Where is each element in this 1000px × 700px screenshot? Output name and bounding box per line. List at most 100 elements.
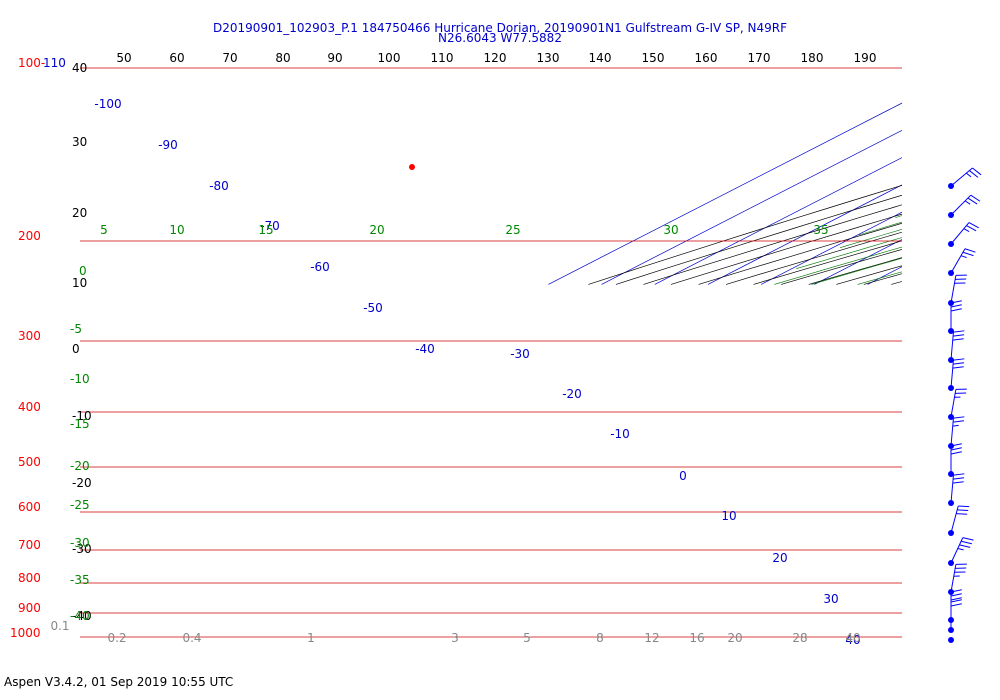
sounding-profiles — [409, 164, 415, 170]
wind-barb-staff — [950, 537, 964, 564]
mixing-ratio-label: 12 — [644, 631, 659, 645]
moist-adiabat — [917, 0, 1000, 284]
wind-barb — [948, 300, 962, 334]
dry-adiabat — [946, 0, 1000, 284]
chart-title-line2: N26.6043 W77.5882 — [438, 31, 562, 45]
wind-barb-half-flag — [957, 548, 964, 551]
moist-adiabat — [858, 221, 902, 236]
moist-adiabat-left-label: -30 — [70, 536, 90, 550]
dry-adiabat-label: 40 — [72, 61, 87, 75]
wind-barb-flag — [959, 544, 971, 548]
wind-barb-flag — [953, 473, 965, 476]
top-scale-label: 140 — [589, 51, 612, 65]
isotherm-line — [548, 102, 902, 285]
wind-barb-staff — [950, 360, 954, 389]
wind-barb — [948, 637, 954, 643]
wind-barb-half-flag — [966, 172, 972, 178]
wind-barb — [948, 388, 967, 420]
wind-barb-flag — [950, 447, 962, 451]
wind-barb — [948, 358, 965, 391]
wind-barb-station — [948, 637, 954, 643]
mixing-ratio-label: 5 — [523, 631, 531, 645]
mixing-ratio-label: 0.2 — [107, 631, 126, 645]
wind-barb-flag — [953, 416, 965, 419]
moist-adiabat-left-label: -5 — [70, 322, 82, 336]
mixing-ratio-label: 16 — [689, 631, 704, 645]
moist-adiabat-left-label: 0 — [79, 264, 87, 278]
wind-barb — [948, 505, 970, 536]
wind-barb — [948, 222, 979, 247]
wind-barb — [948, 473, 965, 506]
top-scale-label: 80 — [275, 51, 290, 65]
wind-barb-flag — [952, 481, 964, 484]
moist-adiabat-left-label: -35 — [70, 573, 90, 587]
moist-adiabat-label: 10 — [169, 223, 184, 237]
wind-barb-flag — [962, 251, 974, 257]
moist-adiabat — [895, 215, 902, 218]
dry-adiabat — [643, 204, 902, 285]
wind-barb-half-flag — [963, 228, 970, 232]
wind-barb-flag — [968, 222, 979, 229]
mixing-ratio-label: 8 — [596, 631, 604, 645]
isotherm-line — [921, 0, 1000, 284]
top-scale-label: 190 — [854, 51, 877, 65]
wind-barb-flag — [950, 593, 962, 597]
pressure-label: 500 — [18, 455, 41, 469]
dry-adiabat — [919, 0, 1000, 284]
wind-barb-flag — [950, 603, 962, 607]
isotherm-label: 30 — [823, 592, 838, 606]
wind-barb-staff — [950, 167, 973, 187]
dry-adiabat-label: -40 — [72, 609, 92, 623]
wind-barb-flag — [972, 167, 982, 176]
moist-adiabat-left-label: -25 — [70, 498, 90, 512]
wind-barb — [948, 563, 967, 595]
wind-barb-staff — [950, 248, 966, 274]
isotherm-line — [974, 0, 1000, 284]
isotherm-label: -90 — [158, 138, 178, 152]
isotherm-label: -80 — [209, 179, 229, 193]
wind-barb-flag — [953, 334, 965, 337]
dry-adiabat — [698, 222, 902, 285]
isotherm-label: -50 — [363, 301, 383, 315]
moist-adiabat — [941, 0, 1000, 192]
wind-barb — [948, 443, 962, 477]
wind-barb-flag — [956, 513, 968, 515]
isotherm-label: 20 — [772, 551, 787, 565]
top-scale-label: 150 — [642, 51, 665, 65]
isotherm-line — [761, 211, 902, 285]
isotherm-label: 0 — [679, 469, 687, 483]
pressure-label: 300 — [18, 329, 41, 343]
mixing-ratio-label: 3 — [451, 631, 459, 645]
pressure-label: 800 — [18, 571, 41, 585]
mixing-ratio-label: 0.4 — [182, 631, 201, 645]
wind-barb-flag — [950, 300, 962, 304]
wind-barb-flag — [950, 589, 962, 593]
dry-adiabat — [781, 248, 902, 285]
pressure-label: 600 — [18, 500, 41, 514]
wind-barb-staff — [950, 564, 957, 593]
wind-barb-flag — [950, 443, 962, 447]
moist-adiabat-left-label: -15 — [70, 417, 90, 431]
wind-barb-staff — [950, 222, 970, 245]
dry-adiabat-label: -20 — [72, 476, 92, 490]
wind-barb-flag — [953, 330, 965, 333]
moist-adiabat-label: 5 — [100, 223, 108, 237]
wind-barb-staff — [950, 332, 954, 361]
top-scale-label: 130 — [537, 51, 560, 65]
top-scale-label: 100 — [378, 51, 401, 65]
mixing-ratio-label: 20 — [727, 631, 742, 645]
dry-adiabat-label: -10 — [72, 409, 92, 423]
isotherm-label: -30 — [510, 347, 530, 361]
moist-adiabat-label: 30 — [663, 223, 678, 237]
wind-barb — [948, 167, 982, 189]
moist-adiabat-label: 35 — [813, 223, 828, 237]
isotherm-line — [654, 157, 902, 285]
wind-barb — [948, 194, 981, 218]
wind-barbs — [948, 167, 982, 643]
dry-adiabat — [725, 231, 902, 285]
mixing-ratio-label: 28 — [792, 631, 807, 645]
isotherm-label: 40 — [845, 633, 860, 647]
mixing-ratio-label: 1 — [307, 631, 315, 645]
wind-barb-flag — [950, 451, 962, 455]
wind-barb-flag — [953, 362, 965, 365]
